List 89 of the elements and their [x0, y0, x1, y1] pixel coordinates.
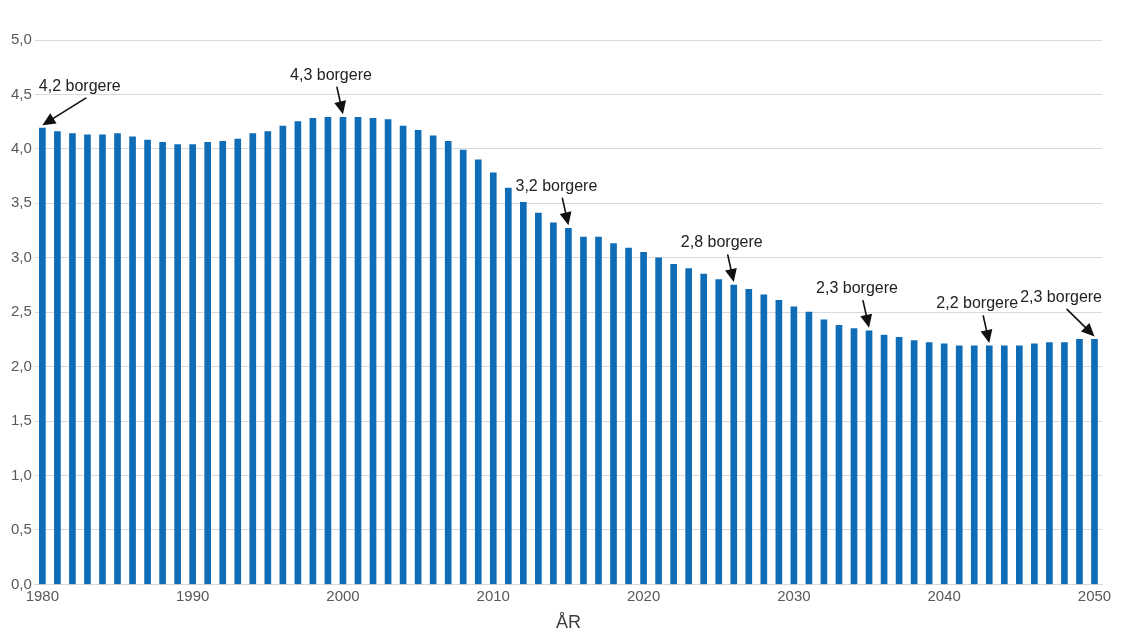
- bar: [279, 125, 287, 585]
- bar: [640, 251, 647, 585]
- bar: [159, 142, 166, 585]
- x-tick-label: 2040: [927, 586, 961, 604]
- y-tick-label: 3,0: [10, 247, 32, 265]
- y-tick-label: 2,5: [10, 302, 32, 320]
- bar: [700, 273, 708, 585]
- x-tick-label: 2020: [626, 586, 661, 604]
- bar: [895, 336, 903, 585]
- bar: [1076, 339, 1083, 585]
- bar: [144, 139, 151, 585]
- bar: [610, 243, 617, 585]
- bar: [805, 311, 813, 585]
- bar: [775, 299, 783, 585]
- bar: [99, 134, 106, 585]
- annotation: 4,2 borgere: [38, 76, 121, 94]
- bar: [595, 236, 602, 585]
- y-tick-label: 5,0: [10, 30, 32, 48]
- bar: [940, 343, 948, 585]
- annotation: 2,8 borgere: [680, 233, 763, 251]
- bar: [685, 268, 692, 585]
- bar: [850, 328, 858, 585]
- x-axis-title: ÅR: [555, 612, 581, 633]
- bar: [369, 118, 377, 585]
- bar: [820, 319, 828, 585]
- bar: [204, 142, 212, 585]
- bar: [384, 119, 392, 585]
- bar: [1046, 342, 1053, 585]
- bar: [655, 257, 662, 585]
- bar: [790, 306, 798, 585]
- y-tick-label: 2,0: [10, 356, 32, 374]
- y-tick-label: 1,5: [10, 411, 32, 429]
- bar: [715, 279, 723, 585]
- x-tick-label: 1990: [175, 586, 210, 604]
- bar: [294, 121, 302, 585]
- annotation: 2,3 borgere: [1020, 287, 1103, 305]
- bar: [249, 133, 257, 585]
- annotation: 2,3 borgere: [816, 279, 899, 297]
- bar: [399, 125, 407, 585]
- bar: [69, 133, 76, 585]
- bar: [489, 172, 497, 585]
- bar: [54, 131, 61, 585]
- bar: [174, 144, 181, 585]
- bar: [129, 136, 136, 585]
- bar: [474, 159, 482, 585]
- bar: [910, 340, 918, 585]
- bar: [114, 133, 121, 585]
- annotation: 4,3 borgere: [290, 65, 372, 83]
- bar: [324, 116, 332, 585]
- y-tick-label: 0,5: [10, 520, 32, 538]
- bar: [835, 324, 843, 585]
- y-tick-label: 4,5: [10, 84, 32, 102]
- bar: [1061, 342, 1068, 585]
- annotation: 3,2 borgere: [515, 176, 598, 194]
- bar: [880, 334, 888, 585]
- y-tick-label: 3,5: [10, 193, 32, 211]
- bar: [459, 149, 467, 585]
- bar: [1000, 345, 1008, 585]
- bar: [444, 140, 452, 585]
- bar: [955, 345, 963, 585]
- bar: [1031, 343, 1038, 585]
- bar: [234, 138, 242, 585]
- bar: [84, 134, 91, 585]
- x-tick-label: 2010: [476, 586, 510, 604]
- bar: [580, 236, 587, 585]
- annotation: 2,2 borgere: [936, 294, 1019, 312]
- bar: [264, 131, 272, 585]
- bar: [309, 118, 317, 585]
- x-tick-label: 2030: [777, 586, 811, 604]
- y-tick-label: 4,0: [10, 139, 32, 157]
- x-tick-label: 2050: [1077, 586, 1112, 604]
- bar: [925, 342, 933, 585]
- bar: [520, 201, 527, 585]
- bar: [550, 222, 557, 585]
- bar: [1016, 345, 1023, 585]
- bar: [429, 135, 437, 585]
- bar: [504, 187, 512, 585]
- bar: [189, 144, 196, 585]
- bar: [219, 140, 227, 585]
- bar: [670, 263, 677, 585]
- bar: [970, 345, 978, 585]
- bar: [760, 294, 768, 585]
- x-tick-label: 2000: [326, 586, 360, 604]
- bar: [535, 212, 542, 585]
- y-tick-label: 1,0: [10, 465, 32, 483]
- bar: [354, 116, 362, 585]
- bar: [414, 130, 422, 585]
- bar: [625, 247, 632, 585]
- bar: [745, 289, 753, 585]
